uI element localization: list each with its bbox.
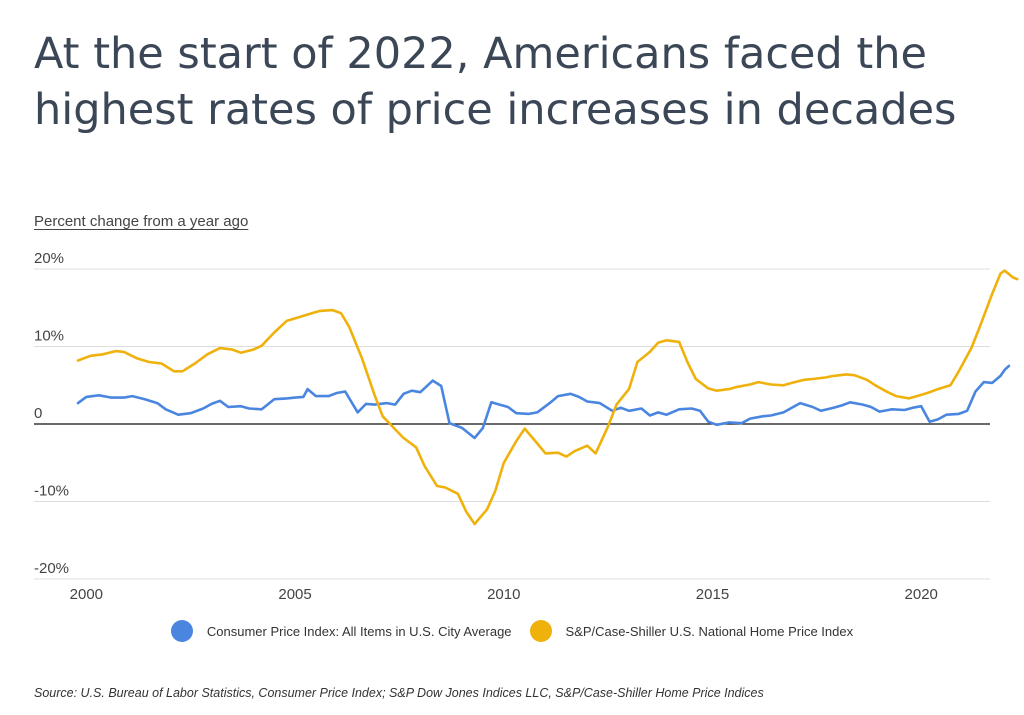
x-tick-label: 2015 (696, 586, 729, 603)
legend-marker-home (529, 620, 552, 642)
y-tick-label: 20% (34, 250, 64, 267)
source-note: Source: U.S. Bureau of Labor Statistics,… (34, 686, 764, 700)
legend-item-cpi: Consumer Price Index: All Items in U.S. … (170, 620, 512, 642)
x-tick-label: 2010 (487, 586, 520, 603)
legend-item-home: S&P/Case-Shiller U.S. National Home Pric… (529, 620, 854, 642)
legend-marker-cpi (170, 620, 193, 642)
chart-title: At the start of 2022, Americans faced th… (34, 29, 957, 135)
x-tick-label: 2020 (905, 586, 938, 603)
y-tick-label: 10% (34, 328, 64, 345)
series-line-cpi (76, 364, 1011, 440)
legend-label-cpi: Consumer Price Index: All Items in U.S. … (206, 623, 512, 639)
x-tick-label: 2005 (278, 586, 311, 603)
series-line-home-price (76, 269, 1019, 526)
y-tick-label: -10% (34, 483, 69, 500)
chart-subtitle: Percent change from a year ago (34, 213, 249, 230)
y-tick-label: 0 (34, 405, 42, 422)
y-tick-label: -20% (34, 560, 69, 577)
chart-legend: Consumer Price Index: All Items in U.S. … (0, 620, 1024, 642)
x-tick-label: 2000 (70, 586, 103, 603)
legend-label-home: S&P/Case-Shiller U.S. National Home Pric… (565, 623, 854, 639)
